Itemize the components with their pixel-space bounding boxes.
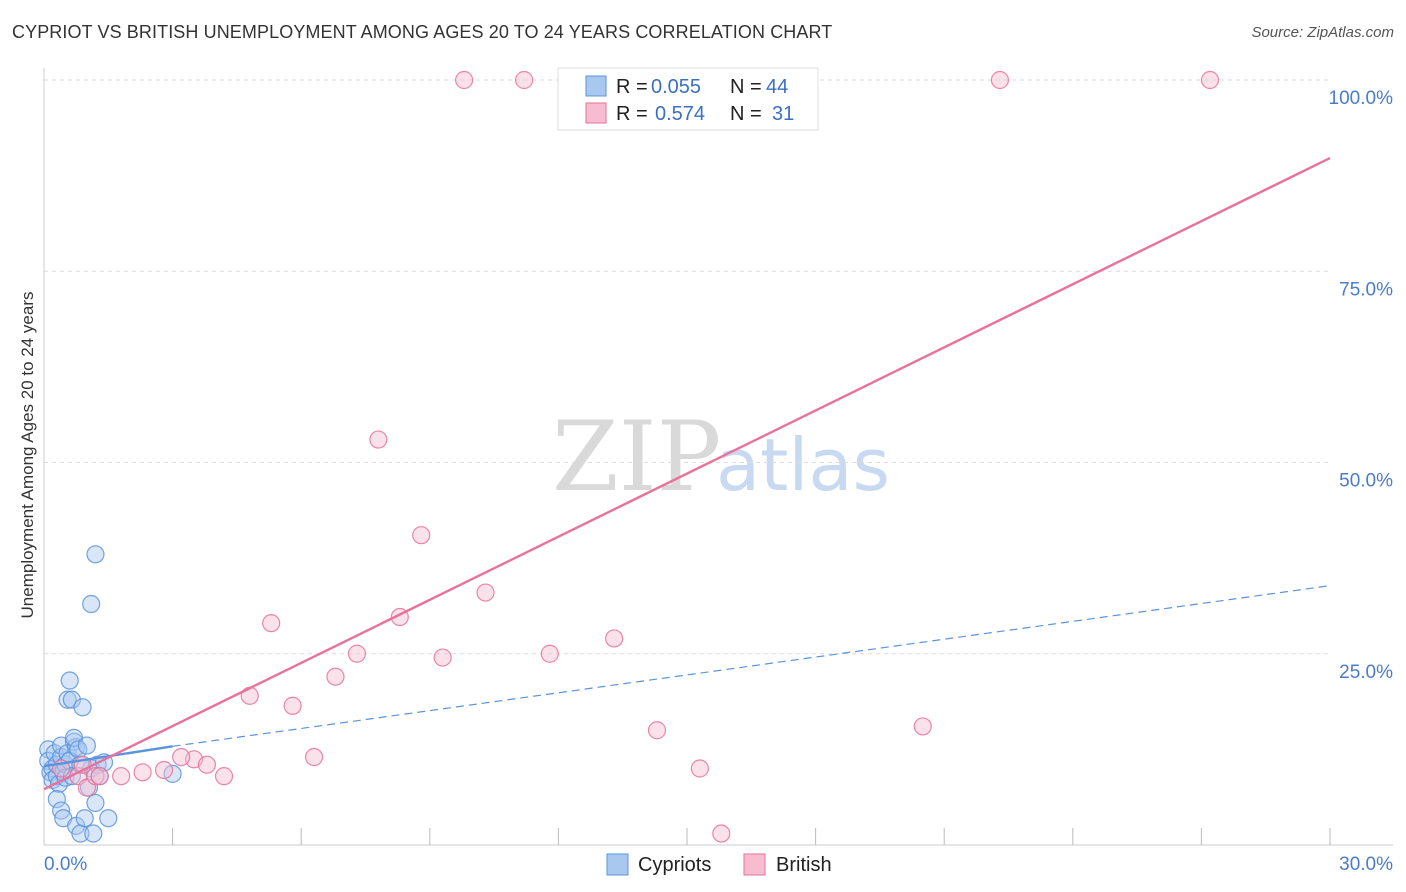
watermark-atlas: atlas [716, 423, 890, 507]
point-british [1200, 70, 1220, 90]
point-cypriots [86, 545, 105, 564]
point-british [433, 648, 452, 667]
legend-n-value-cypriots: 44 [766, 76, 788, 98]
point-british [990, 70, 1010, 90]
point-british [112, 767, 131, 786]
x-tick-label-max: 30.0% [1339, 854, 1393, 875]
point-british [326, 667, 345, 686]
trend-extension-cypriots [172, 585, 1331, 747]
legend-swatch-cypriots [585, 75, 607, 97]
axes: 25.0% 50.0% 75.0% 100.0% 0.0% 30.0% [43, 68, 1394, 875]
point-british [712, 824, 731, 843]
point-british [540, 644, 559, 663]
point-british [605, 629, 624, 648]
trend-lines [43, 156, 1331, 791]
watermark: ZIP atlas [552, 401, 890, 513]
point-british [86, 767, 105, 786]
series-legend-label-british: British [776, 854, 832, 876]
point-british [347, 644, 367, 663]
point-cypriots [86, 793, 105, 813]
legend-n-label-british: N = [730, 103, 762, 125]
point-british [262, 614, 281, 633]
legend-r-label-british: R = [616, 103, 648, 125]
point-british [647, 721, 667, 740]
point-cypriots [82, 594, 101, 614]
point-cypriots [47, 789, 66, 809]
series-legend-label-cypriots: Cypriots [638, 854, 711, 876]
y-tick-label: 75.0% [1339, 279, 1393, 300]
point-british [476, 583, 495, 602]
point-british [913, 717, 932, 736]
x-tick-label-min: 0.0% [44, 854, 87, 875]
point-cypriots [75, 809, 94, 828]
point-british [197, 755, 216, 774]
legend-n-label-cypriots: N = [730, 76, 762, 98]
y-tick-label: 25.0% [1339, 662, 1393, 683]
point-cypriots [58, 690, 77, 709]
y-tick-label: 100.0% [1329, 88, 1394, 109]
source-label: Source: ZipAtlas.com [1251, 24, 1394, 41]
legend-swatch-british [585, 102, 607, 124]
trend-line-cypriots [43, 745, 173, 768]
y-tick-label: 50.0% [1339, 471, 1393, 492]
trend-line-british [43, 156, 1331, 791]
legend-r-label-cypriots: R = [616, 76, 648, 98]
legend-r-value-british: 0.574 [655, 103, 705, 125]
stats-legend: R = 0.055 N = 44 R = 0.574 N = 31 [557, 67, 819, 131]
point-cypriots [99, 809, 118, 828]
point-cypriots [73, 698, 92, 717]
chart-title: CYPRIOT VS BRITISH UNEMPLOYMENT AMONG AG… [12, 22, 833, 42]
point-british [283, 696, 302, 715]
series-legend-swatch-british [743, 853, 766, 876]
point-cypriots [77, 736, 96, 755]
y-axis-label: Unemployment Among Ages 20 to 24 years [18, 292, 37, 619]
point-british [515, 70, 534, 90]
point-british [90, 767, 109, 786]
point-cypriots [60, 671, 79, 690]
data-points [39, 70, 1220, 843]
point-british [412, 526, 431, 545]
point-british [369, 430, 388, 449]
watermark-zip: ZIP [552, 401, 721, 513]
point-british [214, 767, 234, 786]
gridlines [44, 79, 1330, 655]
series-legend: Cypriots British [606, 853, 832, 876]
series-legend-swatch-cypriots [606, 853, 629, 876]
legend-r-value-cypriots: 0.055 [651, 76, 701, 98]
point-british [454, 70, 474, 90]
legend-n-value-british: 31 [772, 103, 794, 125]
point-british [154, 760, 174, 780]
point-british [172, 747, 191, 767]
point-british [133, 763, 152, 782]
point-british [690, 759, 709, 778]
point-british [304, 747, 324, 767]
point-cypriots [84, 824, 103, 843]
point-cypriots [163, 764, 182, 783]
